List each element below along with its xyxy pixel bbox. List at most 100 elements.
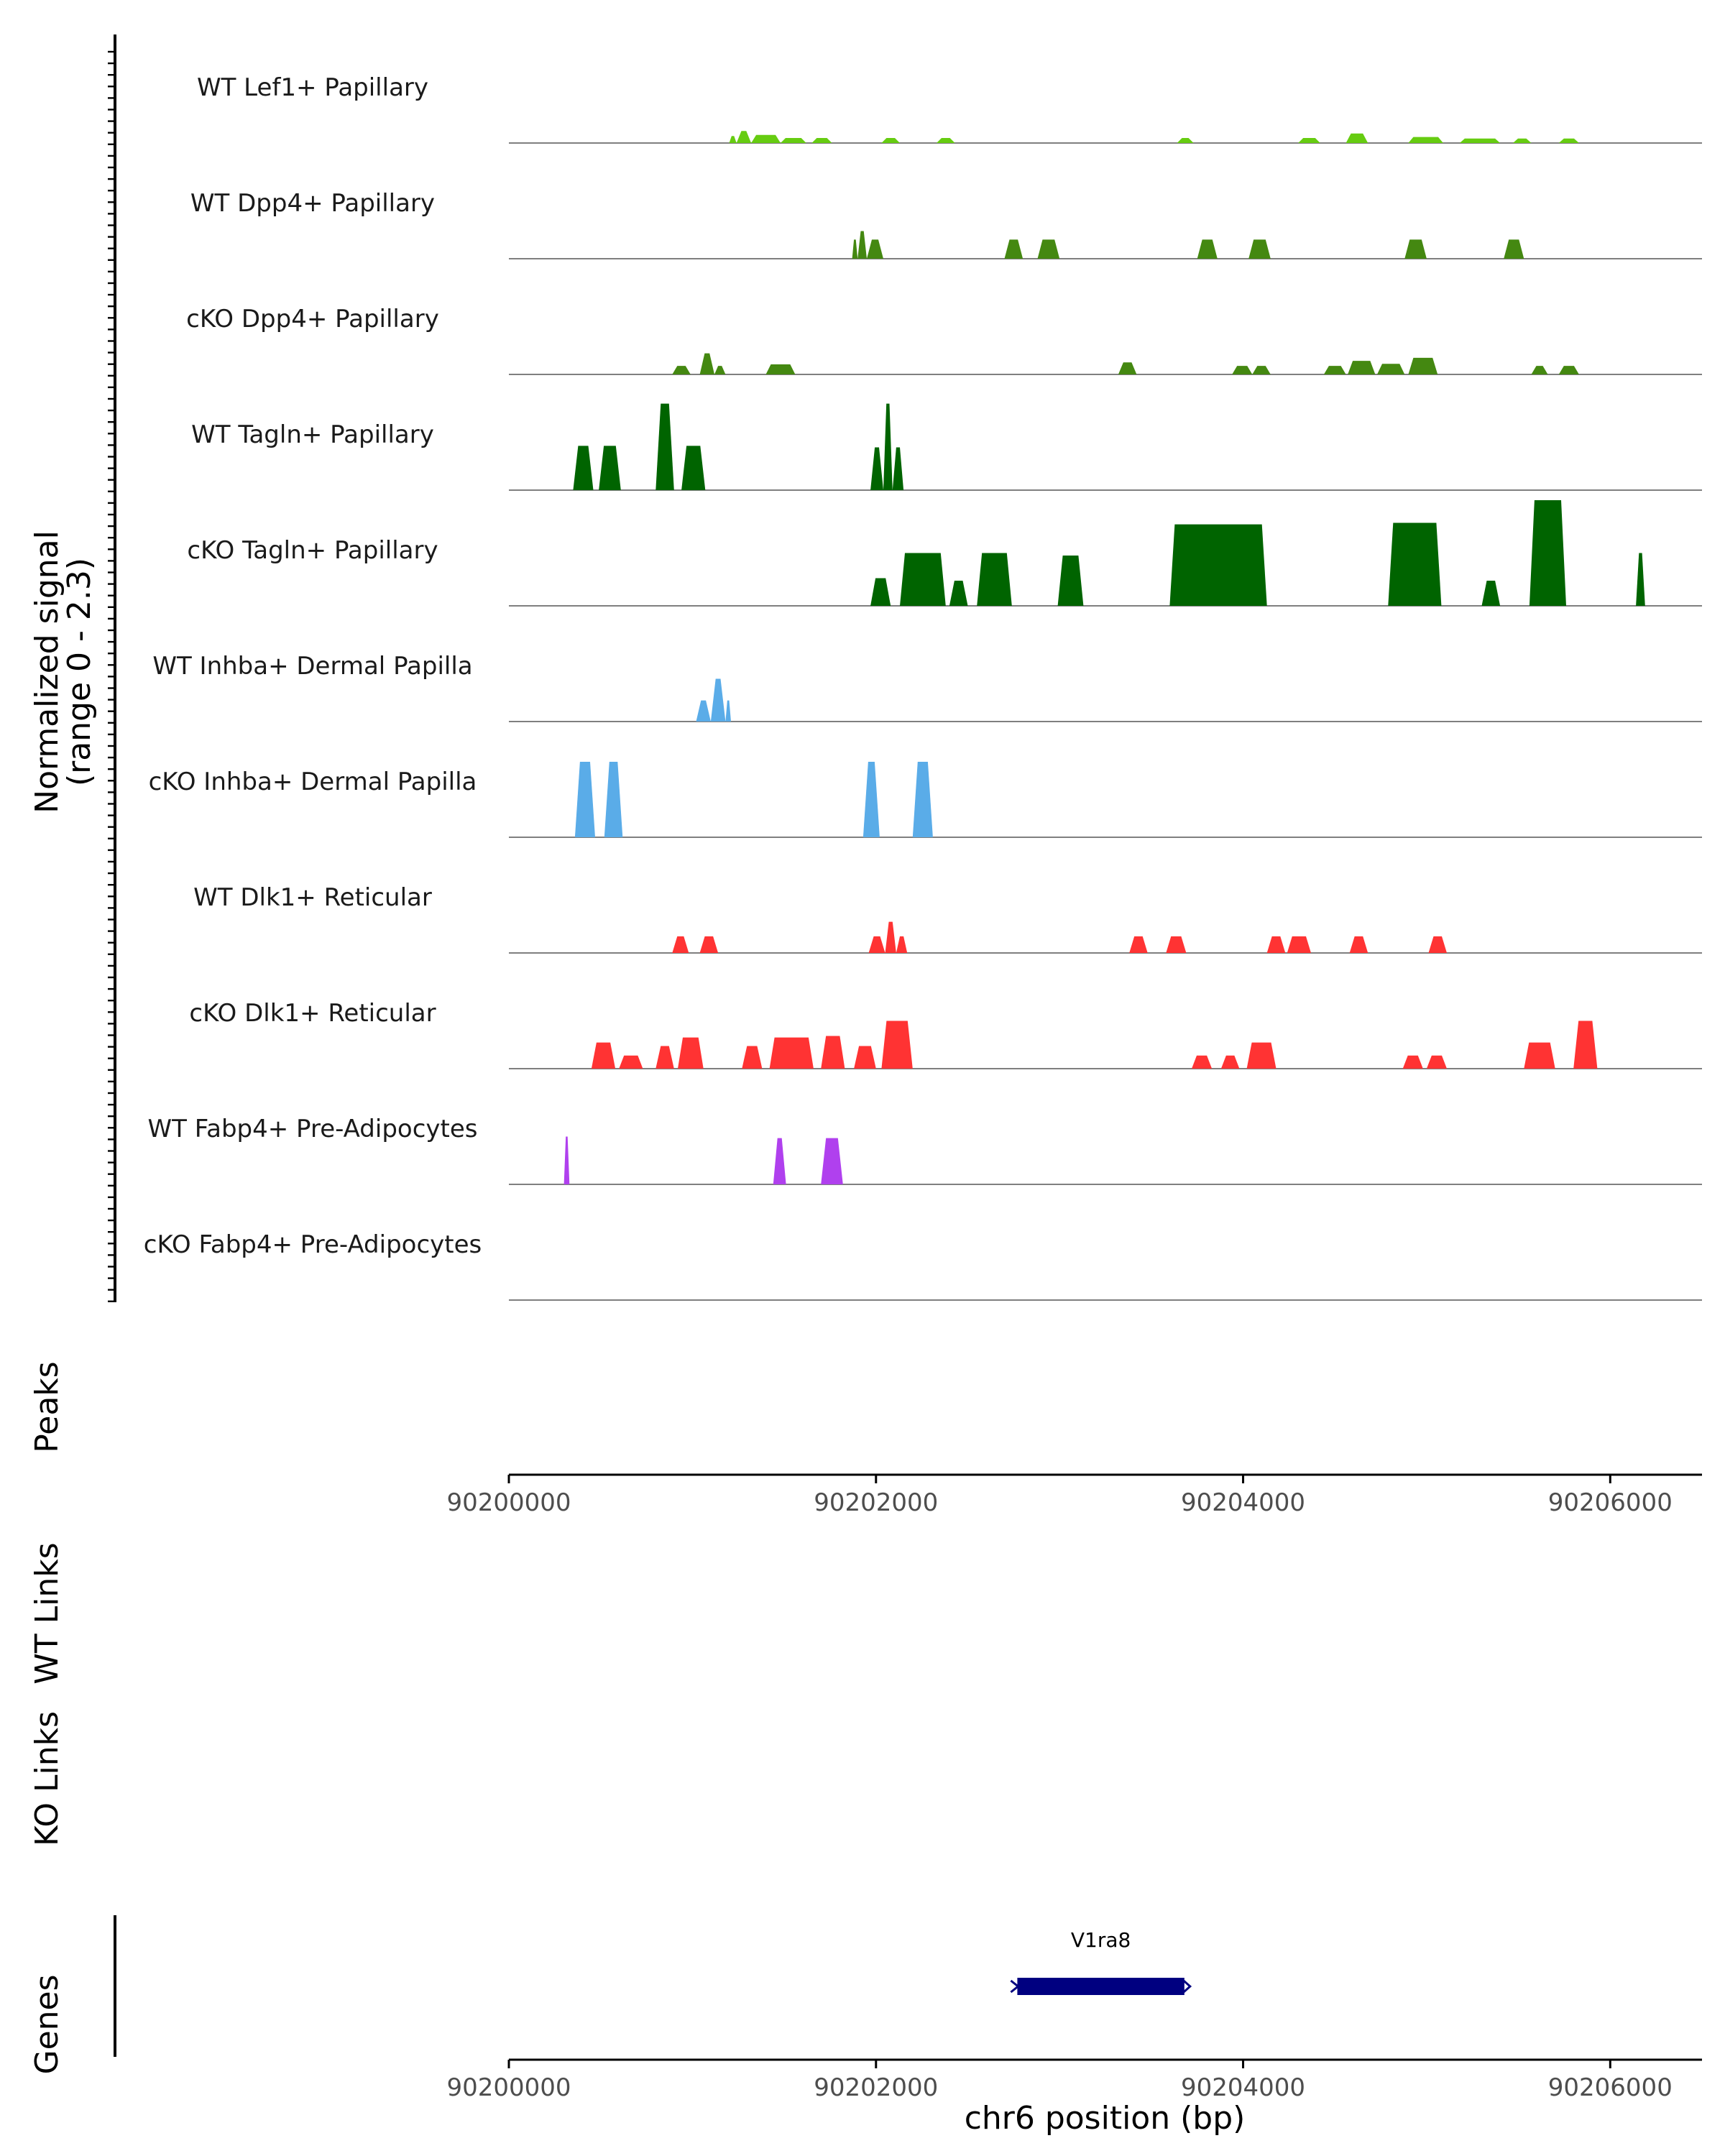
track-10: WT Fabp4+ Pre-Adipocytes xyxy=(148,1115,1702,1185)
signal-peak xyxy=(1404,239,1427,259)
signal-peak xyxy=(892,447,904,490)
signal-peak xyxy=(1177,138,1194,143)
signal-peak xyxy=(1428,936,1447,953)
signal-peak xyxy=(1388,522,1442,606)
signal-peak xyxy=(883,403,893,490)
signal-peak xyxy=(1004,239,1024,259)
track-9: cKO Dlk1+ Reticular xyxy=(189,999,1702,1069)
signal-peak xyxy=(656,403,674,490)
signal-peak xyxy=(619,1055,643,1069)
signal-peak xyxy=(1118,362,1137,374)
signal-peak xyxy=(1057,556,1084,606)
signal-peak xyxy=(900,553,946,606)
signal-peak xyxy=(1402,1055,1423,1069)
signal-peak xyxy=(1037,239,1060,259)
signal-peak xyxy=(765,364,796,374)
peaks-x-axis: 90200000 90202000 90204000 90206000 xyxy=(446,1473,1702,1517)
signal-peak xyxy=(781,138,806,143)
signal-peak xyxy=(591,1042,616,1069)
strand-arrow-icon xyxy=(1010,1979,1020,1994)
signal-peak xyxy=(937,138,955,143)
genes-x-axis: 90200000 90202000 90204000 90206000 xyxy=(446,2058,1702,2102)
track-label: cKO Tagln+ Papillary xyxy=(187,536,438,565)
track-2: WT Dpp4+ Papillary xyxy=(190,189,1702,259)
signal-peak xyxy=(896,936,908,953)
track-7: cKO Inhba+ Dermal Papilla xyxy=(149,762,1702,838)
signal-peak xyxy=(870,447,883,490)
x-tick-label: 90204000 xyxy=(1181,2073,1305,2102)
signal-peak xyxy=(1166,936,1187,953)
x-tick-label: 90206000 xyxy=(1548,2073,1673,2102)
y-axis-title: Normalized signal xyxy=(29,530,65,814)
signal-peak xyxy=(1246,1042,1276,1069)
signal-peak xyxy=(1220,1055,1240,1069)
signal-peak xyxy=(1348,361,1376,374)
gene-annotations: V1ra8 xyxy=(1010,1928,1192,1995)
signal-peak xyxy=(857,231,867,259)
signal-y-axis xyxy=(108,34,116,1303)
signal-peak xyxy=(1408,357,1438,374)
x-tick-label: 90200000 xyxy=(446,2073,571,2102)
track-3: cKO Dpp4+ Papillary xyxy=(186,305,1702,375)
signal-peak xyxy=(811,138,832,143)
ko-links-track-title: KO Links xyxy=(29,1711,65,1846)
signal-peak xyxy=(1426,1055,1447,1069)
x-tick-label: 90204000 xyxy=(1181,1488,1305,1517)
track-11: cKO Fabp4+ Pre-Adipocytes xyxy=(144,1230,1702,1301)
signal-peak xyxy=(604,762,623,837)
signal-peak xyxy=(1252,366,1271,374)
signal-peak xyxy=(1169,524,1267,606)
track-label: WT Dpp4+ Papillary xyxy=(190,189,435,218)
signal-peak xyxy=(1192,1055,1213,1069)
signal-peak xyxy=(1248,239,1271,259)
signal-peak xyxy=(868,936,886,953)
x-tick-label: 90200000 xyxy=(446,1488,571,1517)
gene-label: V1ra8 xyxy=(1071,1928,1131,1952)
signal-peak xyxy=(1573,1021,1598,1069)
track-1: WT Lef1+ Papillary xyxy=(197,73,1702,144)
signal-peak xyxy=(769,1037,814,1069)
signal-peak xyxy=(854,1046,876,1069)
signal-peak xyxy=(1481,581,1501,606)
track-6: WT Inhba+ Dermal Papilla xyxy=(152,652,1702,722)
peaks-track-title: Peaks xyxy=(29,1361,65,1452)
signal-peak xyxy=(751,134,781,143)
track-label: WT Fabp4+ Pre-Adipocytes xyxy=(148,1115,478,1143)
signal-peak xyxy=(852,239,858,259)
x-tick-label: 90202000 xyxy=(814,2073,938,2102)
x-tick-label: 90206000 xyxy=(1548,1488,1673,1517)
track-label: WT Lef1+ Papillary xyxy=(197,73,428,102)
signal-peak xyxy=(573,446,594,490)
signal-peak xyxy=(678,1037,704,1069)
signal-peak xyxy=(1531,366,1548,374)
signal-peak xyxy=(681,446,706,490)
signal-peak xyxy=(1529,500,1566,606)
signal-peak xyxy=(656,1046,674,1069)
signal-peak xyxy=(1298,138,1320,143)
track-5: cKO Tagln+ Papillary xyxy=(187,500,1702,607)
signal-peak xyxy=(821,1138,843,1184)
signal-peak xyxy=(1524,1042,1555,1069)
signal-peak xyxy=(1323,366,1346,374)
signal-peak xyxy=(912,762,933,837)
signal-peak xyxy=(1558,366,1579,374)
signal-peak xyxy=(1287,936,1311,953)
signal-peak xyxy=(1504,239,1524,259)
signal-peak xyxy=(672,366,691,374)
signal-peak xyxy=(736,131,752,143)
signal-peak xyxy=(599,446,621,490)
genes-track-title: Genes xyxy=(29,1974,65,2074)
signal-peak xyxy=(1346,133,1368,143)
signal-peak xyxy=(881,1021,913,1069)
signal-peak xyxy=(1513,138,1532,143)
track-label: cKO Dlk1+ Reticular xyxy=(189,999,436,1028)
signal-peak xyxy=(696,700,711,722)
signal-peak xyxy=(1197,239,1218,259)
track-label: WT Tagln+ Papillary xyxy=(191,420,434,449)
signal-peak xyxy=(977,553,1012,606)
track-4: WT Tagln+ Papillary xyxy=(191,403,1702,491)
track-label: cKO Dpp4+ Papillary xyxy=(186,305,439,333)
x-axis-title: chr6 position (bp) xyxy=(965,2100,1246,2137)
signal-peak xyxy=(949,581,968,606)
